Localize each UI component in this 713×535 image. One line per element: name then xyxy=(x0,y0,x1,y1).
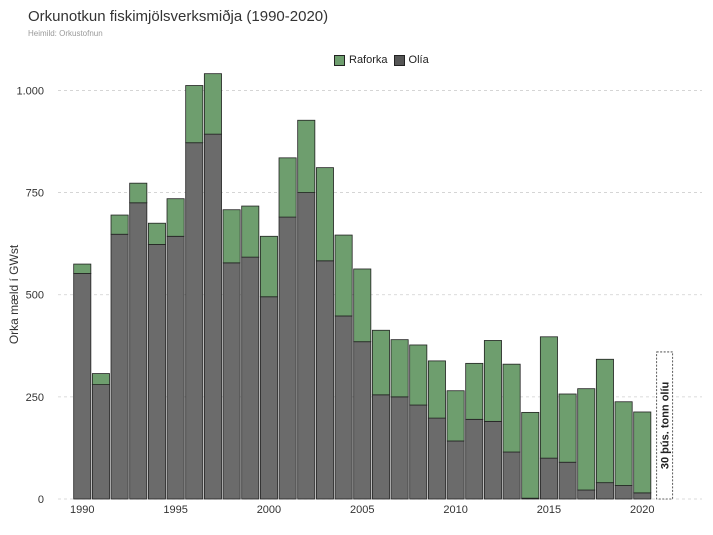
bar-olia xyxy=(390,396,409,500)
bar-olia xyxy=(353,341,372,500)
x-tick-label: 1995 xyxy=(163,504,187,516)
bar-olia xyxy=(203,133,222,500)
bar-raforka xyxy=(539,336,558,459)
bar-raforka xyxy=(315,167,334,262)
bar-raforka xyxy=(521,411,540,499)
bar-olia xyxy=(483,420,502,500)
bar-olia xyxy=(577,489,596,500)
annotation-box xyxy=(656,351,674,500)
bar-raforka xyxy=(129,182,148,204)
x-tick-label: 2005 xyxy=(350,504,374,516)
chart-title: Orkunotkun fiskimjölsverksmiðja (1990-20… xyxy=(28,8,329,25)
bar-raforka xyxy=(297,119,316,193)
bars-layer xyxy=(73,73,652,500)
y-tick-label: 1.000 xyxy=(16,85,44,97)
bar-olia xyxy=(315,260,334,500)
bar-raforka xyxy=(577,388,596,491)
legend-label-raforka: Raforka xyxy=(349,54,388,66)
y-tick-label: 500 xyxy=(26,290,44,302)
bar-raforka xyxy=(465,362,484,420)
legend-swatch-raforka xyxy=(334,54,345,66)
bar-olia xyxy=(166,235,185,500)
bar-olia xyxy=(129,202,148,500)
bar-raforka xyxy=(278,157,297,218)
y-tick-label: 250 xyxy=(26,392,44,404)
bar-raforka xyxy=(614,401,633,486)
bar-olia xyxy=(502,451,521,500)
legend: Raforka Olía xyxy=(334,54,435,66)
bar-raforka xyxy=(222,209,241,264)
bar-raforka xyxy=(409,344,428,406)
bar-raforka xyxy=(185,85,204,144)
bar-olia xyxy=(465,418,484,500)
bar-olia xyxy=(595,482,614,500)
legend-label-olia: Olía xyxy=(408,54,429,66)
bar-olia xyxy=(409,404,428,500)
bar-olia xyxy=(558,461,577,500)
bar-olia xyxy=(147,244,166,500)
bar-raforka xyxy=(446,390,465,442)
bar-olia xyxy=(278,216,297,500)
bar-olia xyxy=(73,273,92,500)
bar-raforka xyxy=(166,198,185,237)
bar-raforka xyxy=(427,360,446,419)
bar-raforka xyxy=(334,234,353,317)
bar-raforka xyxy=(203,73,222,135)
bar-olia xyxy=(110,233,129,500)
bar-olia xyxy=(334,315,353,500)
y-tick-label: 750 xyxy=(26,188,44,200)
x-tick-label: 2015 xyxy=(537,504,561,516)
bar-olia xyxy=(371,394,390,500)
axis-layer: 0 250 500 750 1.000 1990 1995 2000 2005 2010 2015 2… xyxy=(7,85,655,516)
legend-item-olia: Olía xyxy=(393,54,429,66)
bar-raforka xyxy=(371,329,390,396)
x-tick-label: 1990 xyxy=(70,504,94,516)
bar-raforka xyxy=(595,358,614,484)
bar-olia xyxy=(91,384,110,500)
bar-olia xyxy=(446,440,465,500)
bar-olia xyxy=(539,457,558,500)
bar-olia xyxy=(427,417,446,500)
x-tick-label: 2010 xyxy=(443,504,467,516)
bar-raforka xyxy=(73,263,92,274)
bar-olia xyxy=(614,485,633,500)
x-tick-label: 2020 xyxy=(630,504,654,516)
bar-raforka xyxy=(633,411,652,494)
bar-olia xyxy=(297,192,316,500)
bar-raforka xyxy=(241,205,260,258)
annotation-layer: 30 þús. tonn olíu xyxy=(656,351,674,500)
bar-raforka xyxy=(110,214,129,235)
bar-raforka xyxy=(91,373,110,386)
legend-item-raforka: Raforka xyxy=(334,54,388,66)
bar-raforka xyxy=(558,393,577,463)
bar-olia xyxy=(241,256,260,500)
bar-raforka xyxy=(483,340,502,422)
bar-olia xyxy=(185,142,204,500)
bar-raforka xyxy=(147,222,166,245)
annotation-label: 30 þús. tonn olíu xyxy=(660,382,672,469)
bar-raforka xyxy=(390,339,409,398)
y-tick-label: 0 xyxy=(38,494,44,506)
bar-olia xyxy=(222,262,241,500)
bar-raforka xyxy=(259,235,278,298)
bar-raforka xyxy=(353,268,372,343)
x-tick-label: 2000 xyxy=(257,504,281,516)
bar-raforka xyxy=(502,363,521,453)
legend-swatch-olia xyxy=(393,54,405,66)
y-axis-label: Orka mæld í GWst xyxy=(7,244,21,344)
chart-subtitle: Heimild: Orkustofnun xyxy=(28,29,103,38)
bar-olia xyxy=(633,492,652,500)
bar-olia xyxy=(259,296,278,500)
